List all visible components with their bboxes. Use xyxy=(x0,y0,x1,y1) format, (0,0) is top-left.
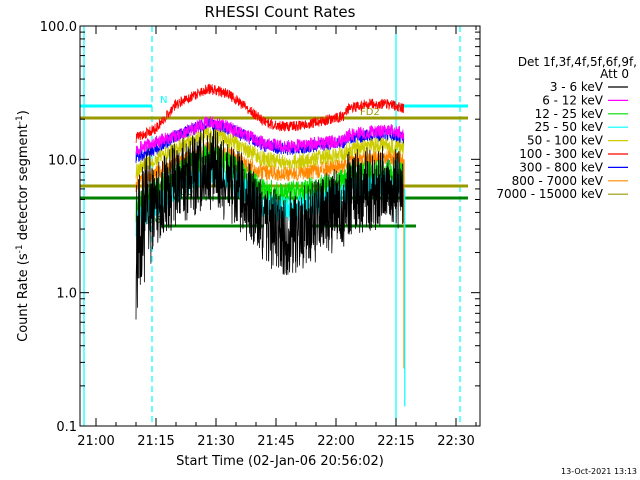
series-line xyxy=(135,126,405,179)
state-bar-label: N xyxy=(160,95,167,106)
legend: Det 1f,3f,4f,5f,6f,9f, Att 0 3 - 6 keV6 … xyxy=(496,55,637,201)
x-axis: 21:00 21:15 21:30 21:45 22:00 22:15 22:30 xyxy=(77,26,477,449)
x-axis-label: Start Time (02-Jan-06 20:56:02) xyxy=(176,454,384,469)
series-line xyxy=(135,83,405,144)
y-label-part3: ) xyxy=(16,110,31,115)
y-axis: 0.1 1.0 10.0 100.0 xyxy=(40,20,480,435)
y-tick-label: 1.0 xyxy=(56,287,77,302)
y-label-part2: detector segment xyxy=(16,124,31,244)
chart-title: RHESSI Count Rates xyxy=(205,3,356,21)
series-line xyxy=(135,127,405,320)
y-axis-label: Count Rate (s-1 detector segment-1) xyxy=(15,110,31,342)
legend-entry-label: 7000 - 15000 keV xyxy=(496,187,603,201)
legend-title-line2: Att 0 xyxy=(600,67,629,81)
legend-entry-label: 100 - 300 keV xyxy=(519,147,603,161)
y-label-part1: Count Rate (s xyxy=(16,253,31,342)
legend-entry-label: 300 - 800 keV xyxy=(519,160,603,174)
y-tick-label: 100.0 xyxy=(40,20,77,35)
y-label-sup1: -1 xyxy=(15,244,25,253)
x-tick-label: 22:30 xyxy=(437,434,474,449)
x-tick-label: 22:00 xyxy=(317,434,354,449)
state-bar-label: FD2 xyxy=(360,107,380,118)
legend-entry-label: 12 - 25 keV xyxy=(535,107,604,121)
state-bar-label: RD0 xyxy=(172,187,193,198)
legend-title-line1: Det 1f,3f,4f,5f,6f,9f, xyxy=(518,55,637,69)
legend-entry-label: 3 - 6 keV xyxy=(550,80,604,94)
y-tick-label: 10.0 xyxy=(48,153,77,168)
series-line xyxy=(135,116,405,156)
y-tick-label: 0.1 xyxy=(56,420,77,435)
x-tick-label: 21:45 xyxy=(257,434,294,449)
x-tick-label: 21:15 xyxy=(137,434,174,449)
legend-entry-label: 6 - 12 keV xyxy=(542,93,604,107)
date-stamp: 13-Oct-2021 13:13 xyxy=(561,467,637,476)
x-tick-label: 21:00 xyxy=(77,434,114,449)
plot-frame xyxy=(79,25,481,427)
legend-entry-label: 25 - 50 keV xyxy=(535,120,604,134)
x-tick-label: 22:15 xyxy=(377,434,414,449)
x-tick-label: 21:30 xyxy=(197,434,234,449)
y-label-sup2: -1 xyxy=(15,115,25,124)
legend-entry-label: 50 - 100 keV xyxy=(527,134,604,148)
legend-entry-label: 800 - 7000 keV xyxy=(512,174,604,188)
